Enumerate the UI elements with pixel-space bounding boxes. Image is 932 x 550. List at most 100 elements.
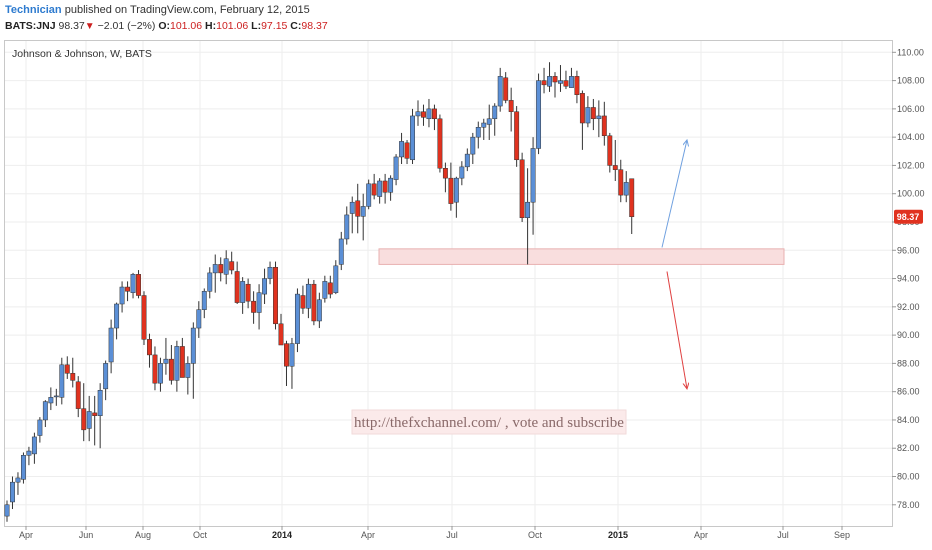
- candle-body: [316, 299, 322, 322]
- open-value: 101.06: [169, 20, 203, 32]
- candle: [366, 179, 372, 210]
- candle: [618, 159, 624, 203]
- candle-body: [185, 363, 191, 378]
- candle: [300, 285, 306, 314]
- candle: [470, 132, 476, 165]
- chart-title: Johnson & Johnson, W, BATS: [12, 48, 152, 60]
- y-tick-label: 82.00: [897, 443, 920, 453]
- candle: [360, 193, 366, 241]
- x-tick-label: Sep: [834, 530, 850, 540]
- price-axis[interactable]: 78.00 80.00 82.00 84.00 86.00 88.00 90.00 92.00…: [892, 47, 925, 510]
- candle-body: [431, 108, 437, 120]
- y-tick-label: 90.00: [897, 330, 920, 340]
- candle-body: [136, 274, 141, 296]
- candle-body: [552, 76, 558, 83]
- candle-body: [579, 93, 585, 124]
- candle-body: [31, 436, 37, 455]
- candle-body: [377, 180, 383, 197]
- candle: [15, 472, 21, 495]
- candle-body: [212, 264, 218, 274]
- watermark-text: http://thefxchannel.com/ , vote and subs…: [354, 415, 624, 431]
- candle: [119, 281, 125, 313]
- candle-body: [163, 358, 169, 364]
- candle: [629, 178, 635, 235]
- candle: [612, 139, 618, 181]
- candle: [81, 383, 87, 442]
- candle-body: [574, 76, 580, 95]
- candle-body: [81, 408, 87, 431]
- price-chart[interactable]: Johnson & Johnson, W, BATS http://thefxc…: [0, 36, 932, 550]
- candle-body: [207, 272, 213, 292]
- candle: [464, 148, 470, 172]
- candle: [273, 261, 278, 330]
- candle-body: [42, 401, 48, 421]
- candle-body: [119, 286, 125, 305]
- candle: [278, 313, 284, 346]
- candle: [585, 96, 591, 128]
- candle: [388, 175, 394, 201]
- candle-body: [360, 206, 366, 217]
- candle: [130, 272, 136, 299]
- candle-body: [448, 177, 454, 204]
- candle-body: [59, 364, 65, 398]
- support-zone[interactable]: [378, 248, 785, 265]
- candle-body: [459, 166, 465, 179]
- candle: [514, 106, 520, 167]
- candle: [525, 168, 531, 265]
- candle-body: [196, 309, 202, 329]
- candle-body: [37, 419, 43, 436]
- last-price: 98.37: [58, 20, 85, 32]
- watermark: http://thefxchannel.com/ , vote and subs…: [351, 409, 627, 435]
- candle-body: [590, 107, 596, 120]
- candle-body: [585, 107, 591, 124]
- candle: [245, 278, 251, 309]
- candle-body: [4, 504, 10, 517]
- high-label: H:: [205, 20, 217, 32]
- candle: [223, 250, 229, 285]
- candle: [322, 275, 328, 303]
- candle: [492, 103, 498, 136]
- candle-body: [245, 283, 251, 302]
- candle: [86, 395, 92, 442]
- x-tick-label: Oct: [528, 530, 543, 540]
- change-value: −2.01 (−2%): [97, 20, 156, 32]
- candle-body: [568, 76, 574, 88]
- y-tick-label: 80.00: [897, 472, 920, 482]
- candle: [20, 452, 26, 484]
- candle-body: [530, 148, 536, 203]
- candle: [196, 301, 202, 338]
- candle-body: [333, 265, 339, 293]
- author-link[interactable]: Technician: [5, 4, 62, 16]
- candle: [256, 284, 262, 330]
- candle-body: [404, 142, 410, 159]
- y-tick-label: 88.00: [897, 358, 920, 368]
- y-tick-label: 94.00: [897, 274, 920, 284]
- candle: [404, 139, 410, 165]
- candle-body: [508, 100, 514, 112]
- candle: [453, 176, 459, 218]
- candle: [92, 395, 98, 446]
- candle: [37, 417, 43, 443]
- candle-body: [300, 295, 306, 309]
- candle-body: [547, 76, 552, 87]
- candle-body: [453, 177, 459, 203]
- candle: [218, 257, 224, 282]
- candle: [114, 302, 120, 340]
- candle-body: [141, 295, 147, 340]
- time-axis[interactable]: Apr Jun Aug Oct 2014 Apr Jul Oct 2015 Apr Jul Sep: [19, 526, 850, 540]
- candle-body: [437, 118, 443, 169]
- candle: [108, 319, 114, 374]
- candle: [426, 98, 432, 128]
- candle-body: [366, 183, 372, 207]
- y-tick-label: 108.00: [897, 76, 925, 86]
- candle: [623, 171, 629, 203]
- candle-body: [481, 122, 487, 128]
- candle: [163, 337, 169, 375]
- candle: [267, 261, 273, 285]
- candle: [349, 196, 355, 234]
- candle-body: [294, 293, 300, 344]
- candle: [141, 291, 147, 346]
- candle-body: [15, 477, 21, 483]
- candle-body: [426, 108, 432, 120]
- candle: [415, 100, 421, 126]
